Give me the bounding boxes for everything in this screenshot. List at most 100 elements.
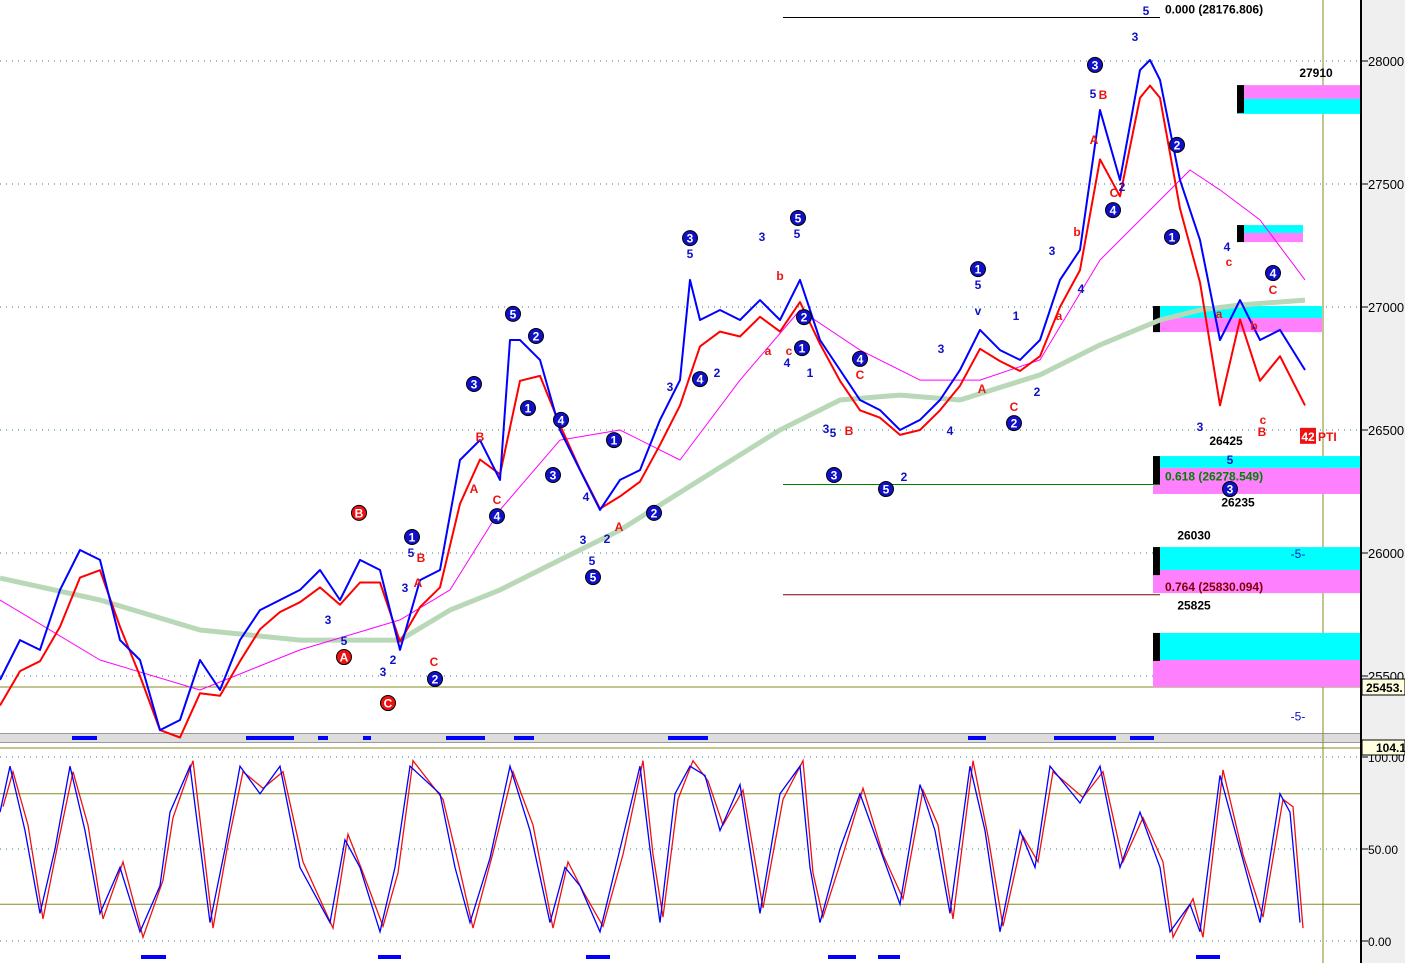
wave-label: 4 bbox=[784, 356, 791, 370]
wave-circle-label: A bbox=[340, 651, 349, 665]
wave-circle bbox=[1105, 202, 1121, 219]
marker-label: -5- bbox=[1291, 709, 1306, 723]
wave-circle-label: 1 bbox=[799, 342, 806, 356]
wave-label: 3 bbox=[580, 533, 587, 547]
wave-circle-label: C bbox=[384, 697, 393, 711]
wave-label: 3 bbox=[823, 422, 830, 436]
y-tick-label: 27500 bbox=[1368, 177, 1404, 192]
zone-upper bbox=[1153, 632, 1360, 661]
y-tick-label: 26500 bbox=[1368, 423, 1404, 438]
wave-label: A bbox=[470, 482, 479, 496]
signal-bar-top bbox=[1054, 736, 1116, 740]
wave-circle bbox=[553, 411, 569, 428]
signal-bar-top bbox=[668, 736, 708, 740]
wave-label: 3 bbox=[1197, 420, 1204, 434]
price-axis-panel bbox=[1360, 0, 1405, 963]
wave-label: c bbox=[786, 344, 793, 358]
wave-label: B bbox=[476, 430, 485, 444]
wave-circle bbox=[336, 649, 352, 666]
wave-label: 5 bbox=[408, 546, 415, 560]
wave-label: 5 bbox=[341, 634, 348, 648]
wave-label: 5 bbox=[830, 426, 837, 440]
wave-label: 5 bbox=[1090, 87, 1097, 101]
wave-label: 4 bbox=[1224, 240, 1231, 254]
wave-circle bbox=[606, 432, 622, 449]
wave-circle-label: 5 bbox=[795, 211, 802, 225]
zone-marker bbox=[1237, 85, 1244, 114]
osc-main-line bbox=[0, 763, 1301, 935]
signal-bar-top bbox=[363, 736, 371, 740]
wave-label: 3 bbox=[402, 581, 409, 595]
zone-lower bbox=[1153, 318, 1322, 333]
signal-bar-top bbox=[514, 736, 534, 740]
wave-label: 5 bbox=[794, 227, 801, 241]
wave-circle-label: 1 bbox=[525, 402, 532, 416]
price-annotation: 26425 bbox=[1209, 434, 1243, 448]
zone-marker bbox=[1153, 456, 1160, 485]
wave-circle-label: 4 bbox=[857, 352, 864, 366]
current-price-box bbox=[1361, 678, 1405, 696]
wave-label: a bbox=[765, 344, 772, 358]
signal-bar-bottom bbox=[586, 955, 610, 959]
wave-circle bbox=[585, 569, 601, 586]
signal-bar-top bbox=[968, 736, 986, 740]
zone-marker bbox=[1153, 547, 1160, 576]
wave-label: 3 bbox=[325, 613, 332, 627]
wave-circle-label: 1 bbox=[409, 531, 416, 545]
wave-circle bbox=[528, 328, 544, 345]
wave-circle bbox=[505, 305, 521, 322]
wave-label: 4 bbox=[947, 424, 954, 438]
wave-label: 3 bbox=[380, 665, 387, 679]
wave-label: 5 bbox=[975, 278, 982, 292]
wave-circle-label: 5 bbox=[590, 571, 597, 585]
wave-circle bbox=[1169, 136, 1185, 153]
wave-label: c bbox=[1260, 413, 1267, 427]
y-tick-label: 27000 bbox=[1368, 300, 1404, 315]
signal-bar-top bbox=[246, 736, 294, 740]
wave-circle bbox=[878, 481, 894, 498]
series-moving-average-long bbox=[0, 297, 1306, 643]
zone-marker bbox=[1153, 632, 1160, 661]
zone-lower bbox=[1153, 467, 1360, 494]
osc-tick-label: 50.00 bbox=[1368, 843, 1398, 857]
wave-label: C bbox=[1010, 400, 1019, 414]
zone-lower bbox=[1237, 98, 1360, 114]
wave-label: C bbox=[1110, 186, 1119, 200]
current-price-label: 25453. bbox=[1366, 681, 1403, 695]
zone-upper bbox=[1153, 456, 1360, 468]
wave-circle bbox=[1087, 56, 1103, 73]
signal-bar-bottom bbox=[378, 955, 401, 959]
price-annotation: 25825 bbox=[1177, 599, 1211, 613]
wave-label: 3 bbox=[938, 342, 945, 356]
wave-label: b bbox=[1073, 225, 1080, 239]
wave-circle-label: 3 bbox=[550, 469, 557, 483]
wave-label: 2 bbox=[390, 653, 397, 667]
zone-lower bbox=[1153, 660, 1360, 688]
wave-circle bbox=[970, 261, 986, 278]
wave-label: 5 bbox=[687, 247, 694, 261]
osc-signal-line bbox=[2, 758, 1304, 940]
wave-label: a bbox=[1216, 307, 1223, 321]
signal-badge bbox=[1300, 427, 1316, 444]
current-osc-label: 104.1 bbox=[1376, 741, 1405, 755]
signal-bar-top bbox=[318, 736, 328, 740]
wave-circle-label: 5 bbox=[883, 483, 890, 497]
wave-circle bbox=[404, 529, 420, 546]
wave-circle-label: 5 bbox=[510, 307, 517, 321]
osc-tick-label: 0.00 bbox=[1368, 935, 1392, 949]
signal-number: 42 bbox=[1301, 430, 1315, 444]
wave-circle bbox=[826, 467, 842, 484]
series-moving-average-mid bbox=[0, 169, 1306, 691]
wave-circle bbox=[646, 504, 662, 521]
wave-label: C bbox=[493, 493, 502, 507]
wave-circle bbox=[351, 504, 367, 521]
signal-bar-bottom bbox=[1196, 955, 1220, 959]
wave-circle bbox=[427, 670, 443, 687]
signal-bar-top bbox=[446, 736, 485, 740]
price-annotation: 26030 bbox=[1177, 528, 1211, 542]
wave-circle bbox=[466, 375, 482, 392]
wave-label: b bbox=[1250, 319, 1257, 333]
wave-circle bbox=[545, 467, 561, 484]
